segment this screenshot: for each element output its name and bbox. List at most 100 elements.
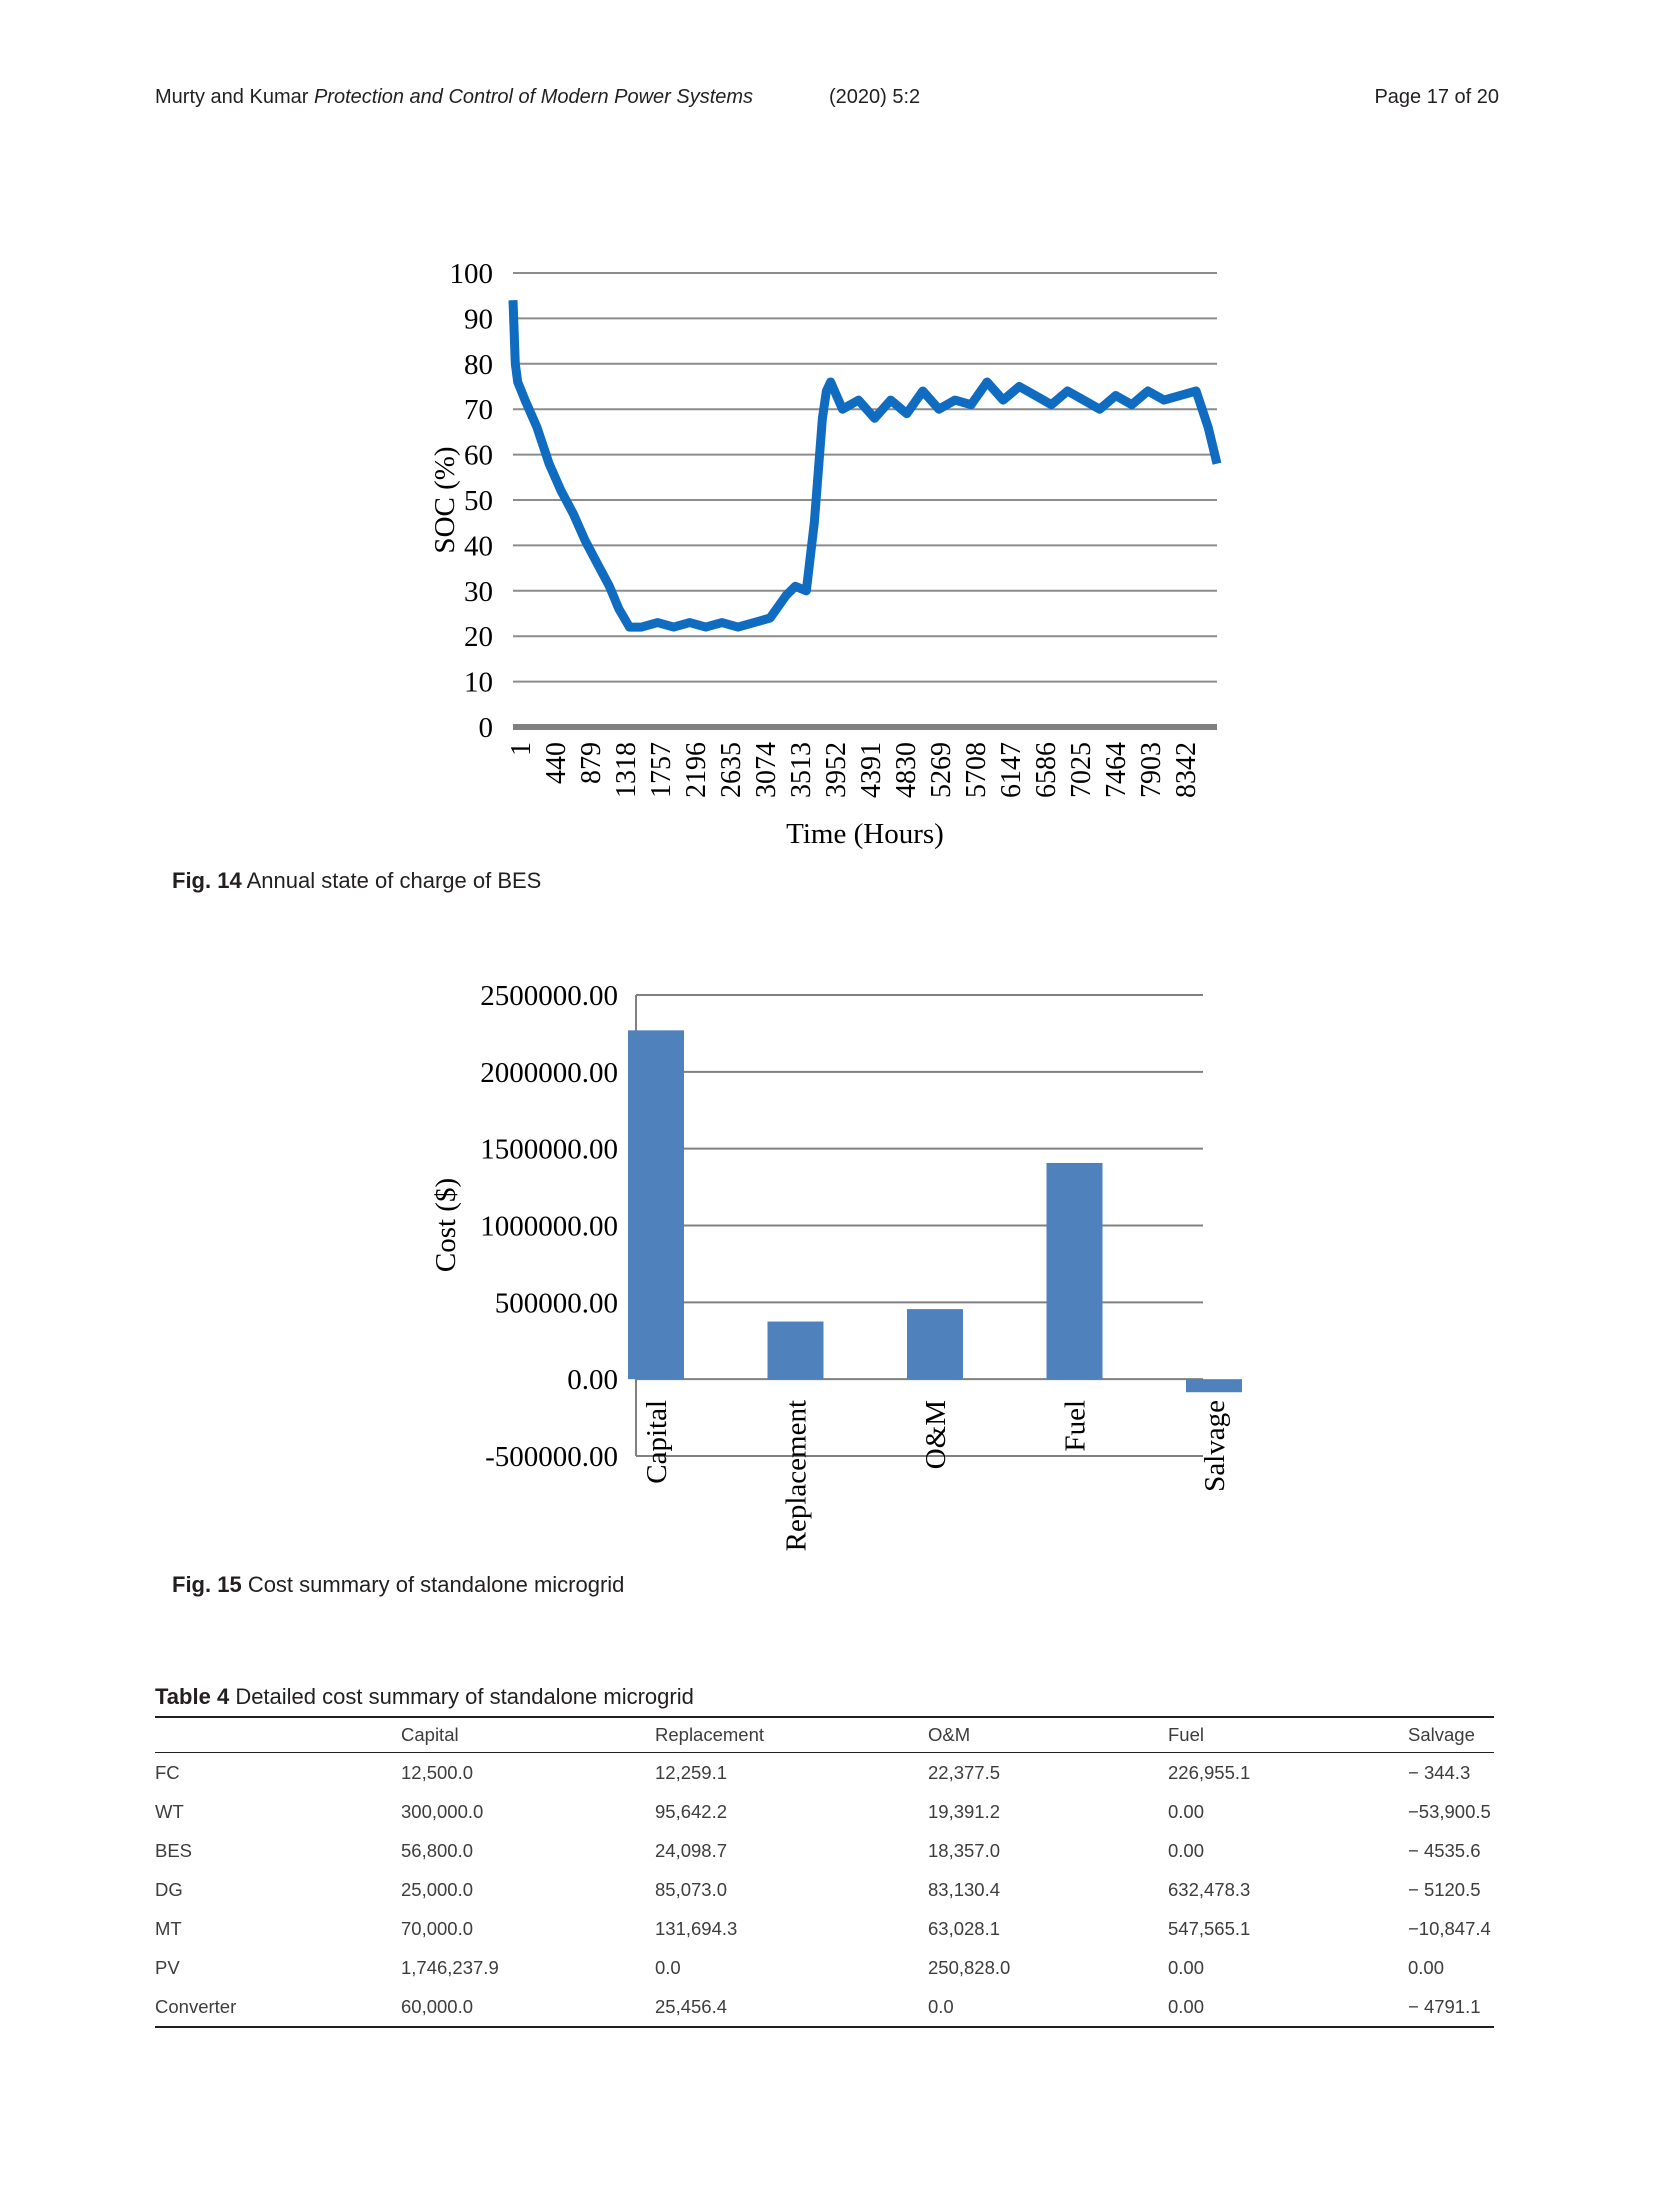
x-tick-label: 1: [506, 742, 537, 756]
table-cell: 131,694.3: [655, 1917, 738, 1939]
y-tick-label: 30: [464, 576, 493, 608]
y-tick-label: 60: [464, 440, 493, 472]
x-tick-label: 6147: [996, 742, 1027, 798]
table4-caption-text: Detailed cost summary of standalone micr…: [235, 1684, 694, 1709]
y-tick-label: 0: [479, 712, 494, 744]
fig14-caption-text: Annual state of charge of BES: [246, 868, 542, 893]
column-header-replacement: Replacement: [655, 1717, 928, 1753]
column-header-fuel: Fuel: [1168, 1717, 1408, 1753]
bar-om: [907, 1309, 963, 1380]
bars: [628, 1030, 1242, 1393]
y-tick-label: 0.00: [567, 1364, 618, 1396]
table-cell: 18,357.0: [928, 1839, 1001, 1861]
table-row: WT 300,000.0 95,642.2 19,391.2 0.00 −53,…: [155, 1792, 1494, 1831]
y-tick-labels: -500000.00 0.00 500000.00 1000000.00 1500000…: [480, 980, 618, 1473]
x-axis-label: Time (Hours): [786, 818, 944, 850]
table-cell: 547,565.1: [1168, 1917, 1251, 1939]
table-row: FC 12,500.0 12,259.1 22,377.5 226,955.1 …: [155, 1753, 1494, 1793]
table-cell: 60,000.0: [401, 1995, 474, 2017]
table-cell: 63,028.1: [928, 1917, 1001, 1939]
table-cell: 0.00: [1168, 1800, 1205, 1822]
fig15-label: Fig. 15: [172, 1572, 242, 1597]
y-tick-label: 2000000.00: [480, 1057, 618, 1089]
y-tick-label: 1000000.00: [480, 1211, 618, 1243]
header-page-number: Page 17 of 20: [1374, 86, 1499, 108]
x-tick-label: 4830: [891, 742, 922, 798]
x-tick-label: Fuel: [1060, 1400, 1092, 1452]
x-tick-label: 3074: [751, 742, 782, 798]
y-tick-label: 70: [464, 394, 493, 426]
x-tick-label: Replacement: [781, 1400, 813, 1551]
y-tick-label: 90: [464, 303, 493, 335]
table-row: DG 25,000.0 85,073.0 83,130.4 632,478.3 …: [155, 1870, 1494, 1909]
table-cell: 12,259.1: [655, 1761, 728, 1783]
x-tick-label: 2196: [681, 742, 712, 798]
table-cell: 83,130.4: [928, 1878, 1001, 1900]
table-cell: 25,456.4: [655, 1995, 728, 2017]
y-tick-label: 1500000.00: [480, 1134, 618, 1166]
table-cell: − 4535.6: [1408, 1839, 1481, 1861]
y-tick-label: 40: [464, 530, 493, 562]
column-header: [155, 1717, 401, 1753]
table-cell: 85,073.0: [655, 1878, 728, 1900]
y-tick-label: 80: [464, 349, 493, 381]
grid-lines: [513, 272, 1217, 728]
table-cell: 22,377.5: [928, 1761, 1001, 1783]
x-tick-label: 1318: [611, 742, 642, 798]
column-header-salvage: Salvage: [1408, 1717, 1494, 1753]
y-axis-label: Cost ($): [430, 1178, 462, 1272]
x-tick-label: 5269: [926, 742, 957, 798]
table-cell: 95,642.2: [655, 1800, 728, 1822]
row-label: WT: [155, 1800, 184, 1822]
grid-lines: [636, 994, 1203, 1457]
x-tick-labels: Capital Replacement O&M Fuel Salvage: [641, 1400, 1231, 1551]
table-cell: 0.00: [1168, 1995, 1205, 2017]
x-tick-label: 7903: [1136, 742, 1167, 798]
x-tick-label: 5708: [961, 742, 992, 798]
x-tick-label: O&M: [920, 1400, 952, 1469]
table-cell: 250,828.0: [928, 1956, 1011, 1978]
bar-fuel: [1046, 1162, 1103, 1380]
table-cell: 632,478.3: [1168, 1878, 1251, 1900]
table-header-row: Capital Replacement O&M Fuel Salvage: [155, 1717, 1494, 1753]
y-axis-label: SOC (%): [429, 446, 461, 553]
table-cell: 24,098.7: [655, 1839, 728, 1861]
table-cell: 19,391.2: [928, 1800, 1001, 1822]
table-row: PV 1,746,237.9 0.0 250,828.0 0.00 0.00: [155, 1948, 1494, 1987]
bar-replacement: [767, 1321, 824, 1380]
table-cell: 0.00: [1168, 1956, 1205, 1978]
fig15-cost-chart: -500000.00 0.00 500000.00 1000000.00 1500000…: [430, 980, 1242, 1551]
row-label: DG: [155, 1878, 183, 1900]
row-label: MT: [155, 1917, 182, 1939]
table-cell: 0.0: [928, 1995, 954, 2017]
y-tick-label: -500000.00: [485, 1441, 618, 1473]
y-tick-label: 2500000.00: [480, 980, 618, 1012]
fig14-soc-chart: 0 10 20 30 40 50 60 70 80 90 100 1 440 879 1318 1757 21…: [429, 258, 1222, 850]
table-row: BES 56,800.0 24,098.7 18,357.0 0.00 − 45…: [155, 1831, 1494, 1870]
bar-salvage: [1186, 1379, 1242, 1393]
fig14-caption: Fig. 14 Annual state of charge of BES: [172, 868, 541, 894]
table-cell: 12,500.0: [401, 1761, 474, 1783]
table-cell: 0.00: [1408, 1956, 1445, 1978]
x-tick-label: 4391: [856, 742, 887, 798]
column-header-capital: Capital: [401, 1717, 655, 1753]
table-cell: − 4791.1: [1408, 1995, 1481, 2017]
y-tick-labels: 0 10 20 30 40 50 60 70 80 90 100: [450, 258, 494, 744]
table4-caption: Table 4 Detailed cost summary of standal…: [155, 1684, 694, 1710]
x-tick-label: Capital: [641, 1400, 673, 1484]
x-tick-label: 879: [576, 742, 607, 784]
y-tick-label: 100: [450, 258, 494, 290]
table-cell: 226,955.1: [1168, 1761, 1251, 1783]
fig14-label: Fig. 14: [172, 868, 242, 893]
table-cell: 0.00: [1168, 1839, 1205, 1861]
x-tick-label: 3513: [786, 742, 817, 798]
table-cell: 70,000.0: [401, 1917, 474, 1939]
header-authors: Murty and Kumar: [155, 86, 309, 108]
y-tick-label: 500000.00: [495, 1287, 618, 1319]
x-tick-label: 2635: [716, 742, 747, 798]
table-cell: 0.0: [655, 1956, 681, 1978]
row-label: Converter: [155, 1995, 237, 2017]
table-cell: 56,800.0: [401, 1839, 474, 1861]
y-tick-label: 50: [464, 485, 493, 517]
fig15-caption-text: Cost summary of standalone microgrid: [247, 1572, 625, 1597]
